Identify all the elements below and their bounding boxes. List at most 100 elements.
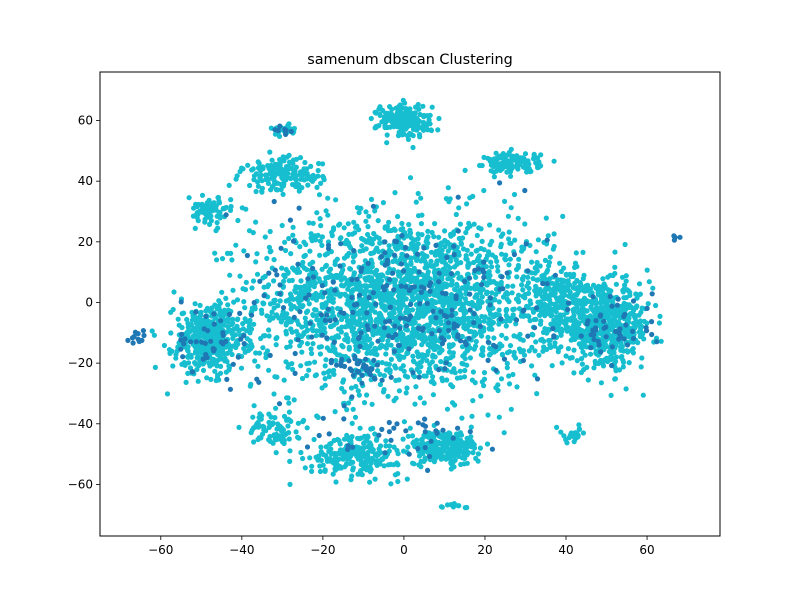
scatter-point bbox=[350, 444, 356, 450]
scatter-point bbox=[445, 248, 451, 254]
scatter-point bbox=[498, 153, 504, 159]
scatter-point bbox=[613, 328, 619, 335]
scatter-point bbox=[310, 341, 316, 347]
scatter-point bbox=[255, 159, 261, 165]
scatter-point bbox=[320, 294, 326, 300]
scatter-point bbox=[199, 201, 205, 207]
scatter-point bbox=[326, 431, 332, 437]
scatter-point bbox=[237, 273, 243, 279]
scatter-point bbox=[273, 336, 279, 342]
scatter-point bbox=[460, 361, 466, 367]
scatter-point bbox=[322, 317, 328, 323]
scatter-point bbox=[349, 277, 355, 283]
scatter-point bbox=[421, 277, 427, 283]
scatter-point bbox=[197, 325, 203, 331]
scatter-point bbox=[374, 362, 380, 368]
scatter-point bbox=[319, 301, 325, 308]
scatter-point bbox=[622, 311, 628, 318]
scatter-point bbox=[450, 330, 456, 337]
scatter-point bbox=[350, 259, 356, 265]
scatter-point bbox=[202, 219, 208, 225]
scatter-point bbox=[245, 347, 251, 354]
scatter-point bbox=[307, 455, 313, 461]
scatter-point bbox=[363, 437, 369, 443]
scatter-point bbox=[213, 336, 219, 342]
scatter-point bbox=[268, 414, 274, 420]
scatter-point bbox=[337, 447, 344, 453]
scatter-point bbox=[461, 461, 467, 467]
scatter-point bbox=[408, 255, 414, 261]
scatter-point bbox=[534, 155, 541, 161]
scatter-point bbox=[306, 220, 312, 226]
scatter-point bbox=[500, 286, 506, 292]
scatter-point bbox=[385, 228, 391, 234]
scatter-point bbox=[429, 331, 435, 337]
scatter-point bbox=[325, 306, 331, 312]
scatter-point bbox=[386, 243, 392, 249]
scatter-point bbox=[425, 269, 431, 275]
scatter-point bbox=[379, 360, 385, 366]
scatter-point bbox=[576, 426, 583, 432]
scatter-point bbox=[409, 321, 415, 327]
scatter-point bbox=[497, 341, 503, 347]
scatter-point bbox=[448, 448, 454, 454]
scatter-point bbox=[574, 291, 580, 297]
scatter-point bbox=[392, 258, 398, 264]
scatter-point bbox=[427, 288, 433, 294]
scatter-point bbox=[381, 387, 387, 393]
scatter-point bbox=[218, 318, 224, 324]
scatter-point bbox=[481, 376, 488, 382]
scatter-point bbox=[400, 436, 406, 442]
scatter-point bbox=[387, 104, 393, 110]
scatter-point bbox=[382, 262, 388, 268]
scatter-point bbox=[261, 284, 267, 290]
scatter-point bbox=[432, 346, 438, 352]
scatter-point bbox=[493, 150, 499, 156]
scatter-point bbox=[489, 252, 495, 258]
scatter-point bbox=[421, 400, 427, 406]
scatter-point bbox=[578, 328, 585, 334]
scatter-point bbox=[436, 367, 442, 373]
scatter-point bbox=[180, 354, 186, 360]
scatter-point bbox=[243, 206, 249, 212]
scatter-point bbox=[448, 233, 454, 239]
scatter-point bbox=[485, 357, 491, 363]
scatter-point bbox=[416, 462, 422, 468]
scatter-point bbox=[235, 217, 241, 224]
scatter-point bbox=[271, 257, 277, 263]
scatter-point bbox=[372, 376, 378, 382]
scatter-point bbox=[453, 211, 459, 218]
scatter-point bbox=[173, 355, 179, 361]
scatter-point bbox=[547, 254, 553, 260]
scatter-point bbox=[542, 257, 549, 263]
scatter-point bbox=[339, 324, 345, 330]
scatter-point bbox=[622, 241, 628, 248]
scatter-point bbox=[461, 314, 467, 320]
scatter-point bbox=[354, 301, 360, 307]
scatter-point bbox=[634, 303, 640, 309]
scatter-point bbox=[563, 353, 569, 359]
scatter-point bbox=[255, 183, 261, 189]
scatter-point bbox=[416, 269, 422, 275]
scatter-point bbox=[431, 270, 437, 276]
scatter-point bbox=[466, 335, 472, 341]
scatter-point bbox=[229, 351, 235, 358]
scatter-point bbox=[375, 338, 381, 344]
scatter-point bbox=[580, 430, 587, 436]
scatter-point bbox=[418, 437, 424, 443]
scatter-point bbox=[522, 187, 528, 194]
scatter-point bbox=[251, 173, 257, 179]
scatter-point bbox=[597, 313, 603, 319]
scatter-point bbox=[281, 440, 287, 447]
scatter-point bbox=[306, 292, 312, 298]
scatter-point bbox=[408, 301, 414, 307]
scatter-point bbox=[363, 302, 369, 308]
scatter-point bbox=[411, 267, 417, 273]
scatter-point bbox=[181, 341, 187, 347]
scatter-point bbox=[352, 414, 359, 420]
scatter-point bbox=[596, 287, 603, 293]
scatter-point bbox=[247, 338, 253, 344]
scatter-point bbox=[462, 278, 468, 285]
scatter-point bbox=[255, 165, 261, 171]
scatter-point bbox=[581, 315, 587, 321]
